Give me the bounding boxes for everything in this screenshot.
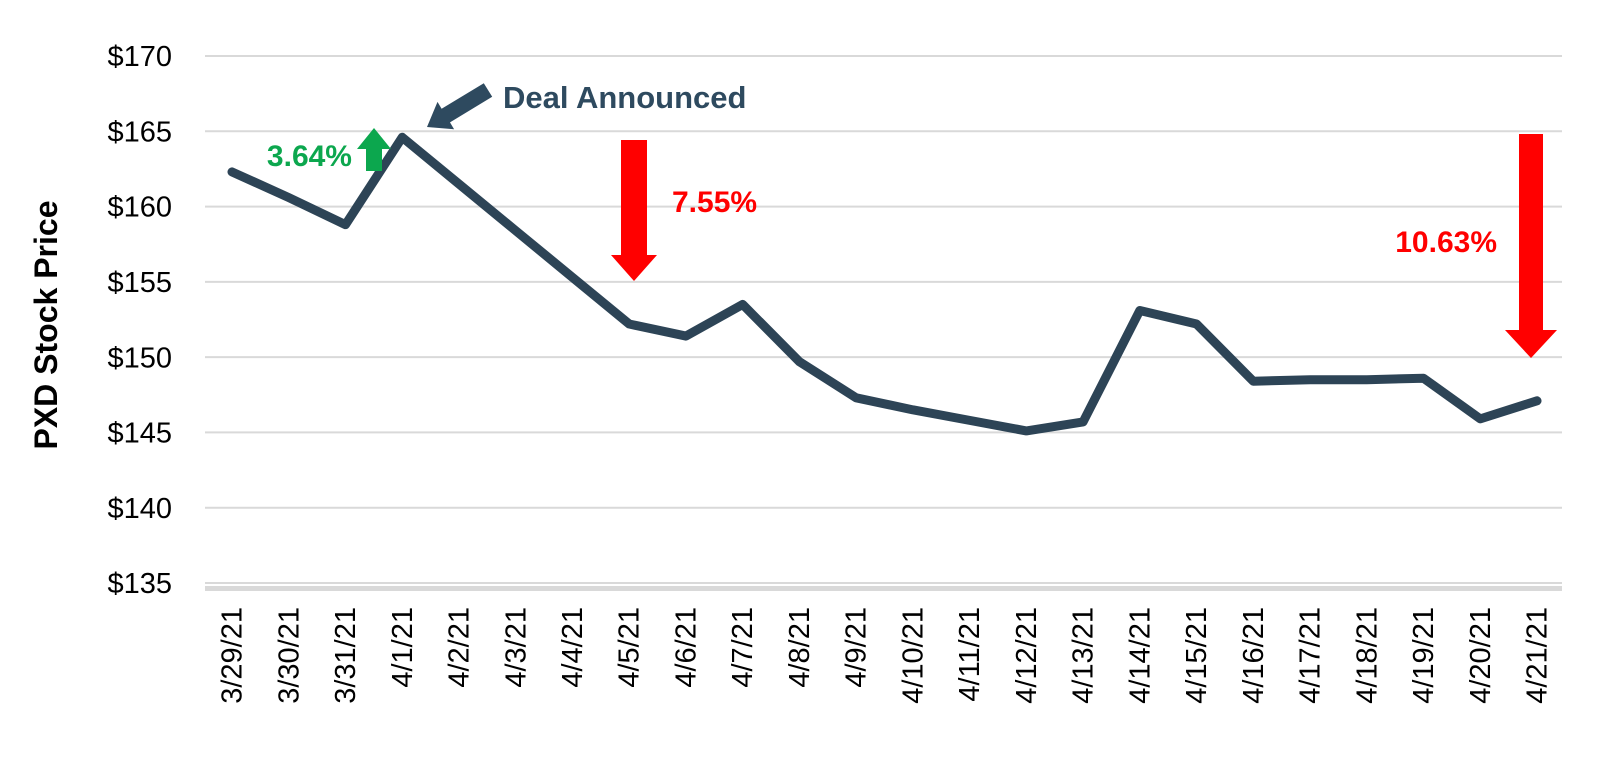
- y-tick-label: $150: [107, 342, 172, 374]
- y-tick-label: $155: [107, 267, 172, 299]
- x-tick-label: 4/15/21: [1181, 607, 1213, 704]
- x-tick-label: 4/17/21: [1295, 607, 1327, 704]
- x-tick-label: 4/8/21: [784, 607, 816, 688]
- x-tick-label: 4/5/21: [614, 607, 646, 688]
- x-tick-label: 4/7/21: [727, 607, 759, 688]
- price-line-series: [227, 132, 1542, 436]
- y-tick-label: $145: [107, 418, 172, 450]
- x-tick-label: 4/18/21: [1351, 607, 1383, 704]
- drop1-percent-label: 7.55%: [672, 186, 757, 219]
- y-tick-label: $140: [107, 493, 172, 525]
- x-tick-label: 3/30/21: [273, 607, 305, 704]
- deal-annotation-arrow-icon: [427, 83, 493, 130]
- y-tick-label: $135: [107, 568, 172, 600]
- x-tick-label: 4/20/21: [1465, 607, 1497, 704]
- x-tick-label: 4/19/21: [1408, 607, 1440, 704]
- x-tick-label: 3/31/21: [330, 607, 362, 704]
- drop2-down-arrow-icon: [1505, 134, 1557, 358]
- x-tick-label: 4/4/21: [557, 607, 589, 688]
- y-tick-label: $160: [107, 192, 172, 224]
- x-tick-label: 4/14/21: [1124, 607, 1156, 704]
- x-tick-labels: 3/29/21 3/30/21 3/31/21 4/1/21 4/2/21 4/3/21 4…: [217, 607, 1554, 704]
- y-tick-labels: $170 $165 $160 $155 $150 $145 $140 $135: [107, 41, 172, 600]
- x-tick-label: 4/10/21: [897, 607, 929, 704]
- x-tick-label: 4/21/21: [1522, 607, 1554, 704]
- x-tick-label: 3/29/21: [217, 607, 249, 704]
- drop1-down-arrow-icon: [611, 140, 657, 281]
- gain-up-arrow-icon: [357, 128, 391, 171]
- deal-announced-label: Deal Announced: [503, 80, 746, 115]
- x-tick-label: 4/12/21: [1011, 607, 1043, 704]
- x-tick-label: 4/16/21: [1238, 607, 1270, 704]
- x-tick-label: 4/3/21: [500, 607, 532, 688]
- x-tick-label: 4/9/21: [841, 607, 873, 688]
- y-tick-label: $170: [107, 41, 172, 73]
- y-axis-title: PXD Stock Price: [28, 201, 64, 450]
- x-tick-label: 4/13/21: [1068, 607, 1100, 704]
- x-tick-label: 4/11/21: [954, 607, 986, 702]
- y-tick-label: $165: [107, 116, 172, 148]
- x-tick-label: 4/1/21: [387, 607, 419, 688]
- drop2-percent-label: 10.63%: [1395, 226, 1497, 259]
- x-tick-label: 4/2/21: [444, 607, 476, 688]
- gridlines: [205, 55, 1562, 584]
- x-tick-label: 4/6/21: [670, 607, 702, 688]
- gain-percent-label: 3.64%: [267, 140, 352, 173]
